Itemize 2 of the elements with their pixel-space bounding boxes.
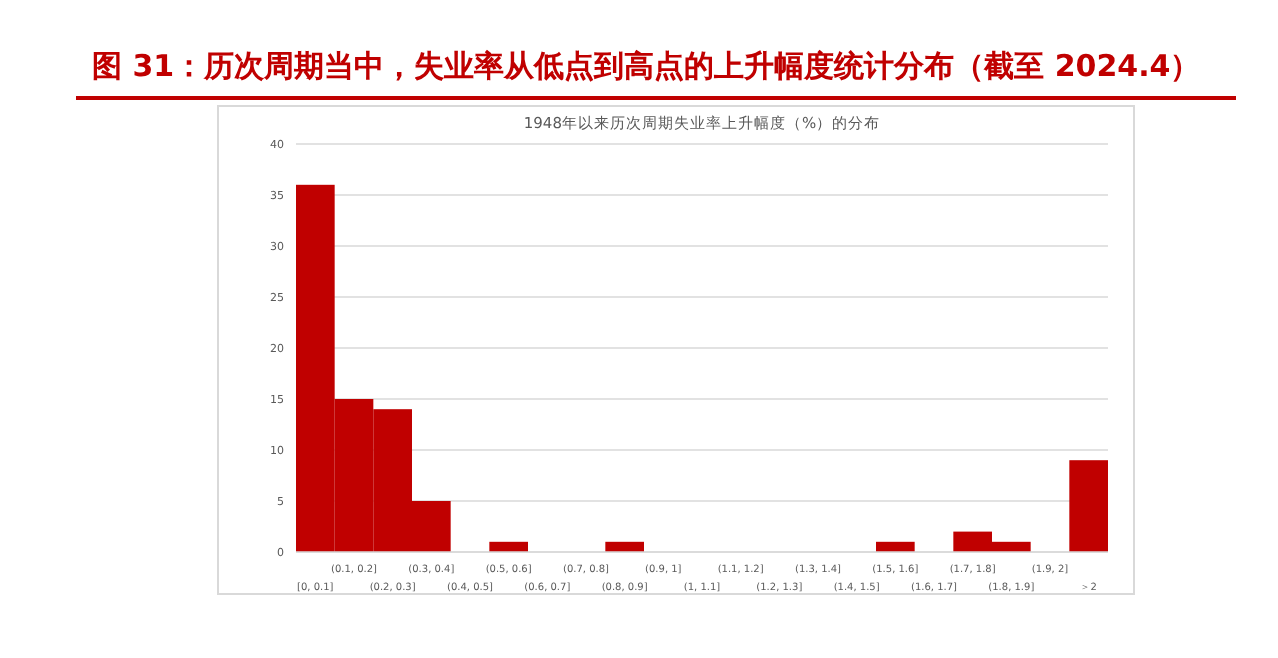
bar (1069, 460, 1108, 552)
chart-title: 图 31：历次周期当中，失业率从低点到高点的上升幅度统计分布（截至 2024.4） (92, 48, 1201, 84)
